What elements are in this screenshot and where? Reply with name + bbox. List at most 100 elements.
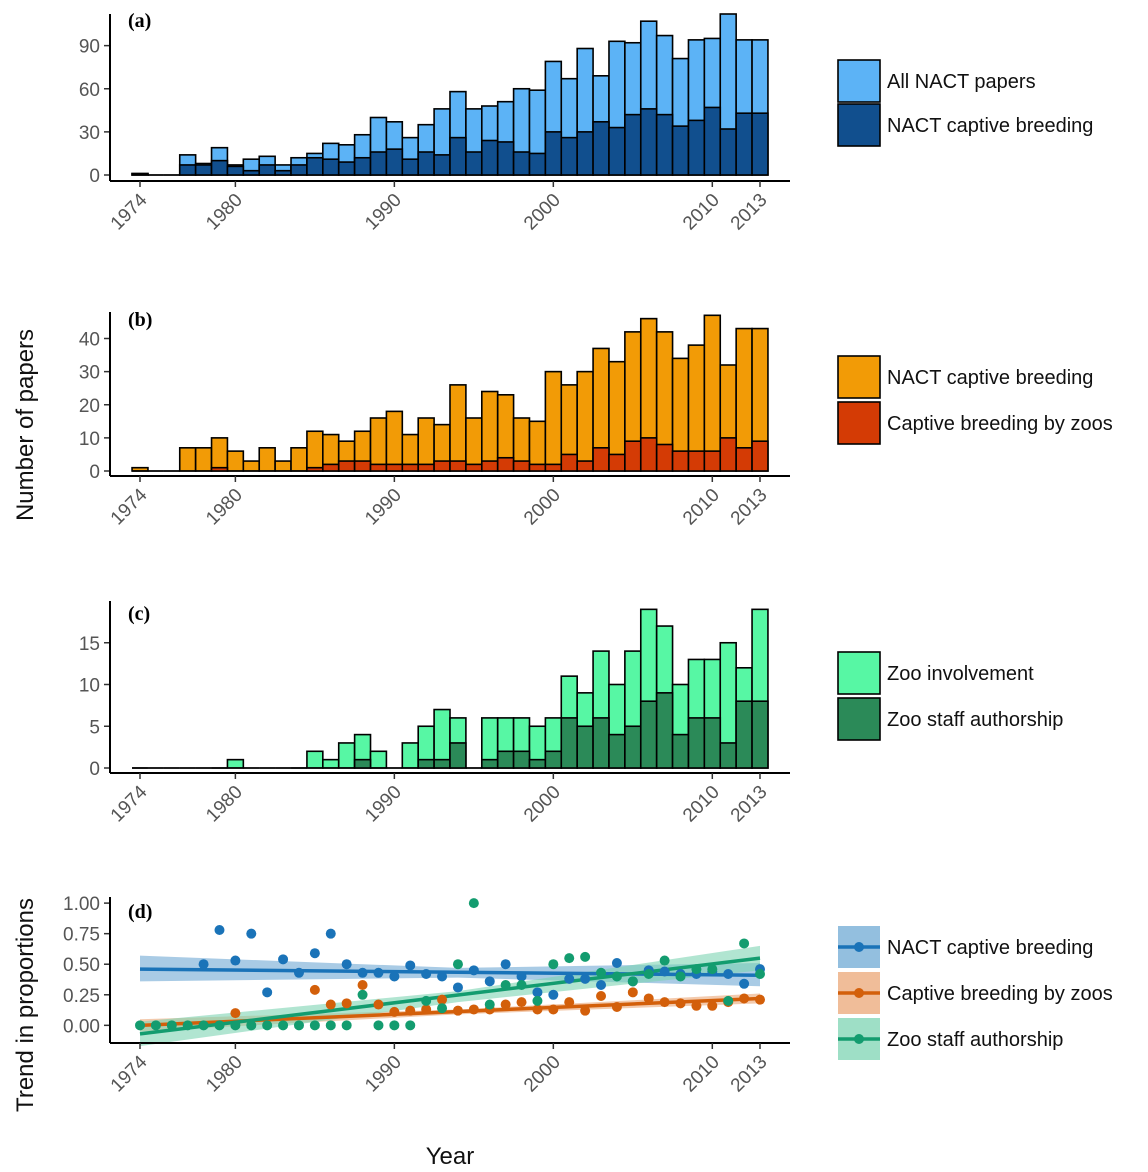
bar xyxy=(210,437,229,472)
series-zoo-staff-authorship xyxy=(135,898,765,1031)
data-point xyxy=(309,984,320,995)
bar xyxy=(703,314,722,472)
data-point xyxy=(500,980,511,990)
bar xyxy=(385,463,404,472)
bar xyxy=(258,447,276,472)
legend-point xyxy=(854,988,864,998)
bar xyxy=(417,417,435,472)
bar xyxy=(226,758,245,769)
shared-y-axis-title: Number of papers xyxy=(12,329,39,521)
data-point xyxy=(293,1020,304,1031)
bar xyxy=(608,733,626,769)
bar xyxy=(703,717,722,769)
data-point xyxy=(659,997,670,1008)
bar xyxy=(353,156,372,176)
bar xyxy=(290,164,308,176)
bar xyxy=(433,154,451,176)
data-point xyxy=(389,1006,400,1017)
data-point xyxy=(532,1004,543,1015)
legend-swatch xyxy=(837,355,881,399)
data-point xyxy=(373,1020,384,1031)
series-captive-breeding-by-zoos xyxy=(132,437,769,472)
legend-label: Captive breeding by zoos xyxy=(887,413,1113,435)
data-point xyxy=(627,976,638,987)
data-point xyxy=(166,1020,177,1031)
bar xyxy=(226,450,245,472)
bar xyxy=(592,717,610,769)
data-point xyxy=(452,1005,463,1016)
data-point xyxy=(198,1020,209,1031)
bar xyxy=(353,460,372,472)
data-point xyxy=(150,1020,161,1031)
series-captive-breeding-by-zoos xyxy=(230,980,765,1019)
legend-swatch xyxy=(837,59,881,103)
bar xyxy=(131,172,149,176)
data-point xyxy=(421,1004,432,1015)
data-point xyxy=(309,1020,320,1031)
data-point xyxy=(755,969,765,979)
data-point xyxy=(341,1020,352,1031)
x-tick-label: 1974 xyxy=(107,189,152,234)
data-point xyxy=(246,1020,257,1031)
data-point xyxy=(421,995,432,1006)
series-nact-captive-breeding xyxy=(131,106,769,176)
bar xyxy=(687,119,706,176)
bar xyxy=(290,447,308,472)
bar xyxy=(528,758,547,769)
bar xyxy=(337,742,356,769)
panel-label: (d) xyxy=(128,901,152,923)
data-point xyxy=(548,1004,559,1015)
data-point xyxy=(214,925,225,935)
data-point xyxy=(293,967,304,978)
data-point xyxy=(659,966,670,977)
y-tick-label: 30 xyxy=(79,123,100,144)
bar xyxy=(322,158,340,176)
data-point xyxy=(643,993,654,1004)
y-axis-title: Trend in proportions xyxy=(12,898,39,1112)
bar xyxy=(465,417,483,472)
data-point xyxy=(516,980,527,990)
legend-label: Captive breeding by zoos xyxy=(887,983,1113,1005)
bar xyxy=(322,463,340,472)
bar xyxy=(544,131,563,176)
bar xyxy=(306,430,324,472)
legend-swatch xyxy=(837,401,881,445)
bar xyxy=(322,758,340,769)
x-axis-title: Year xyxy=(426,1143,475,1170)
x-tick-label: 1980 xyxy=(202,1052,247,1097)
data-point xyxy=(564,973,575,984)
data-point xyxy=(421,969,432,979)
bar xyxy=(369,750,388,769)
x-tick-label: 2010 xyxy=(679,1052,724,1097)
legend-label: Zoo staff authorship xyxy=(887,1029,1063,1051)
bar xyxy=(544,463,563,472)
data-point xyxy=(468,965,479,976)
bar xyxy=(655,692,674,769)
data-point xyxy=(500,959,511,970)
bar xyxy=(210,159,229,176)
y-tick-label: 30 xyxy=(79,363,100,384)
data-point xyxy=(373,967,384,978)
bar xyxy=(401,742,420,769)
bar xyxy=(465,463,483,472)
bar xyxy=(576,370,594,472)
bar xyxy=(639,108,658,176)
data-point xyxy=(246,928,257,939)
y-tick-label: 0.00 xyxy=(63,1016,100,1037)
bar xyxy=(369,463,388,472)
bar xyxy=(417,758,435,769)
panel-label: (c) xyxy=(128,603,150,625)
data-point xyxy=(739,938,750,949)
x-tick-label: 2000 xyxy=(520,485,565,530)
bar xyxy=(687,450,706,472)
y-tick-label: 60 xyxy=(79,80,100,101)
y-tick-label: 0.75 xyxy=(63,925,100,946)
bar xyxy=(194,164,213,176)
bar xyxy=(353,758,372,769)
y-tick-label: 1.00 xyxy=(63,894,100,915)
bar xyxy=(210,466,229,472)
data-point xyxy=(262,987,273,998)
bar xyxy=(449,136,467,176)
data-point xyxy=(405,1020,416,1031)
legend-point xyxy=(854,942,864,952)
